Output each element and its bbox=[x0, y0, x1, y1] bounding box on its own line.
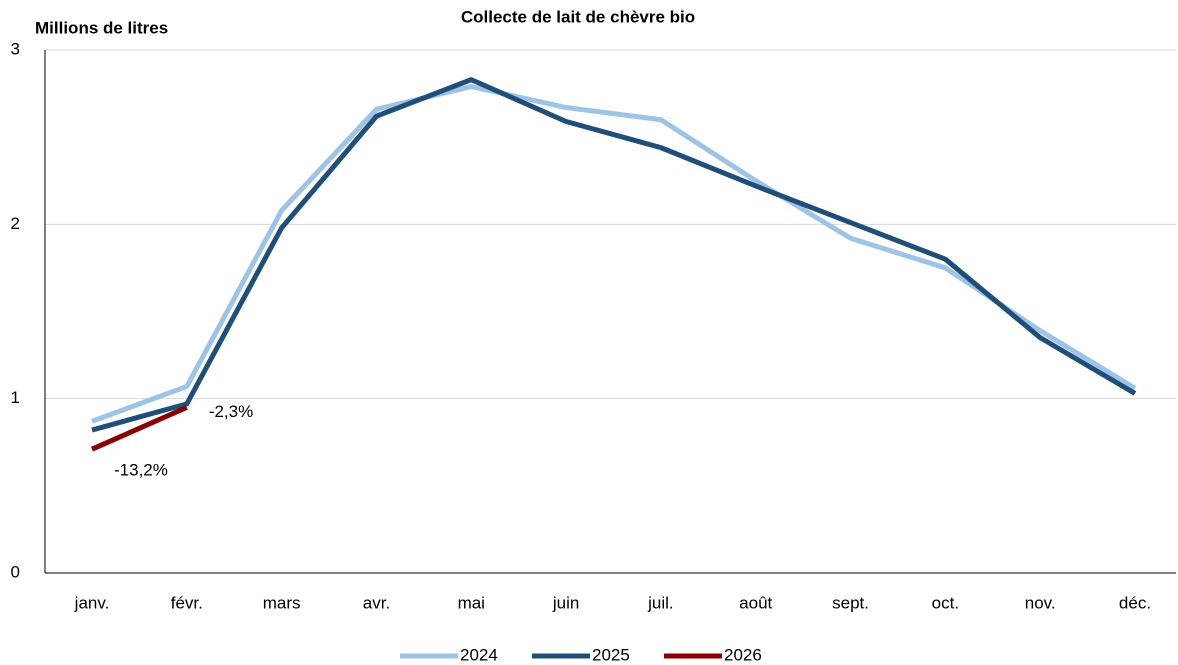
y-axis-label: Millions de litres bbox=[35, 18, 168, 37]
x-tick-label: nov. bbox=[1025, 593, 1056, 612]
x-tick-label: févr. bbox=[171, 593, 203, 612]
x-tick-label: juin bbox=[552, 593, 579, 612]
x-tick-label: août bbox=[739, 593, 772, 612]
x-tick-label: déc. bbox=[1119, 593, 1151, 612]
y-tick-label: 0 bbox=[11, 562, 20, 581]
annotation: -13,2% bbox=[114, 461, 168, 480]
series-line bbox=[91, 84, 1137, 424]
chart-title: Collecte de lait de chèvre bio bbox=[461, 7, 695, 26]
y-tick-label: 3 bbox=[11, 39, 20, 58]
annotation: -2,3% bbox=[209, 402, 253, 421]
legend-label: 2024 bbox=[460, 645, 498, 664]
y-tick-label: 1 bbox=[11, 388, 20, 407]
y-tick-label: 2 bbox=[11, 214, 20, 233]
legend-label: 2026 bbox=[724, 645, 762, 664]
x-tick-label: avr. bbox=[363, 593, 390, 612]
x-tick-label: oct. bbox=[932, 593, 959, 612]
x-tick-label: mars bbox=[263, 593, 301, 612]
series-line bbox=[90, 405, 188, 452]
x-tick-label: mai bbox=[458, 593, 485, 612]
x-tick-label: sept. bbox=[832, 593, 869, 612]
series-line bbox=[91, 77, 1137, 433]
x-tick-label: juil. bbox=[647, 593, 674, 612]
legend-label: 2025 bbox=[592, 645, 630, 664]
x-tick-label: janv. bbox=[74, 593, 110, 612]
